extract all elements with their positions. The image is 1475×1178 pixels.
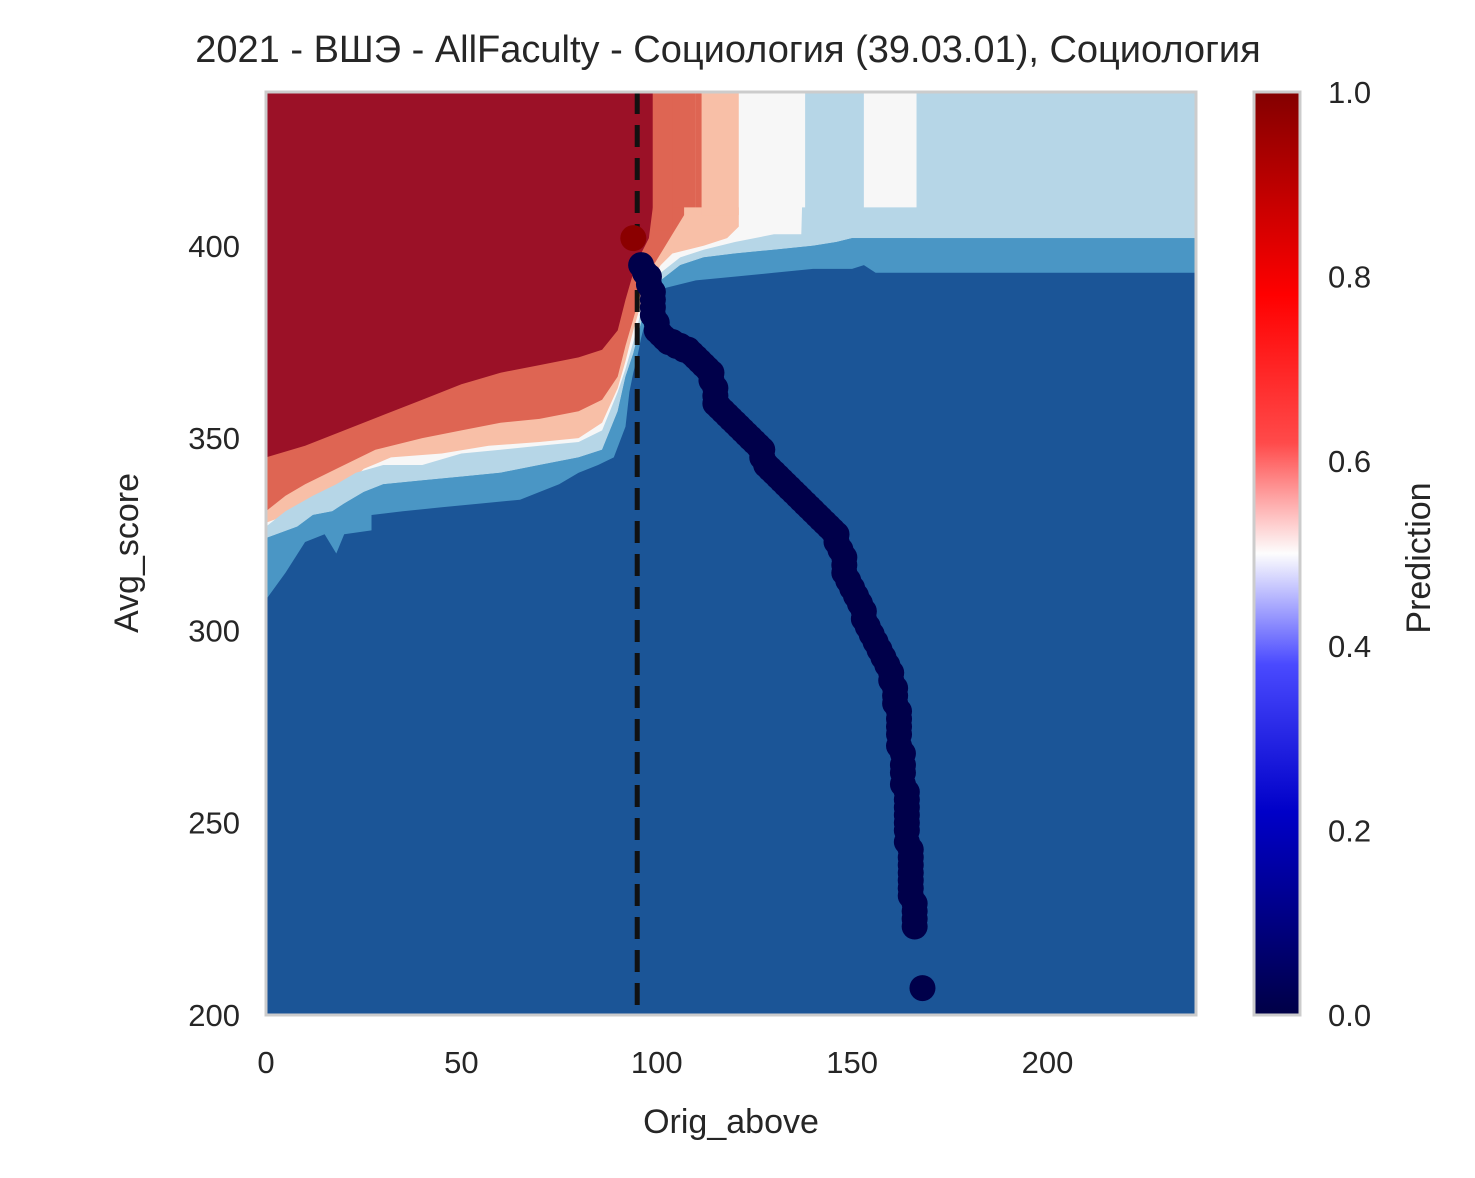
plot-area bbox=[266, 92, 1196, 1015]
data-point-negative bbox=[901, 913, 928, 940]
stripe-region bbox=[916, 92, 1196, 239]
colorbar-tick-label: 1.0 bbox=[1328, 75, 1371, 110]
y-tick-label: 350 bbox=[188, 421, 240, 456]
y-tick-label: 300 bbox=[188, 613, 240, 648]
data-point-positive bbox=[620, 225, 647, 252]
region-overlay-p0_40 bbox=[266, 265, 1196, 1015]
y-tick-label: 400 bbox=[188, 229, 240, 264]
stripe-region bbox=[652, 92, 673, 231]
x-tick-label: 150 bbox=[826, 1045, 878, 1080]
x-tick-label: 200 bbox=[1022, 1045, 1074, 1080]
plot-frame bbox=[264, 90, 1198, 1017]
stripe-region bbox=[695, 92, 702, 208]
colorbar: 0.0 0.2 0.4 0.6 0.8 1.0 Prediction bbox=[1252, 75, 1438, 1033]
stripe-region bbox=[863, 92, 917, 208]
x-tick-label: 0 bbox=[257, 1045, 274, 1080]
stripe-region bbox=[805, 92, 864, 208]
contour-regions bbox=[266, 92, 1196, 1015]
x-axis-label: Orig_above bbox=[643, 1103, 819, 1141]
x-tick-label: 100 bbox=[631, 1045, 683, 1080]
y-axis-label: Avg_score bbox=[108, 473, 146, 633]
y-axis-ticks: 200 250 300 350 400 bbox=[188, 229, 240, 1033]
colorbar-ticks: 0.0 0.2 0.4 0.6 0.8 1.0 bbox=[1328, 75, 1371, 1033]
y-tick-label: 250 bbox=[188, 806, 240, 841]
colorbar-label: Prediction bbox=[1400, 482, 1438, 633]
stripe-region bbox=[672, 92, 696, 208]
stripe-region bbox=[738, 92, 806, 208]
y-tick-label: 200 bbox=[188, 998, 240, 1033]
colorbar-tick-label: 0.6 bbox=[1328, 444, 1371, 479]
colorbar-gradient bbox=[1252, 90, 1302, 1017]
chart-title: 2021 - ВШЭ - AllFaculty - Социология (39… bbox=[195, 29, 1260, 71]
colorbar-tick-label: 0.0 bbox=[1328, 998, 1371, 1033]
colorbar-tick-label: 0.8 bbox=[1328, 260, 1371, 295]
stripe-region bbox=[701, 92, 739, 216]
points-layer bbox=[620, 225, 936, 1002]
x-axis-ticks: 0 50 100 150 200 bbox=[257, 1045, 1073, 1080]
x-tick-label: 50 bbox=[444, 1045, 478, 1080]
data-point-negative bbox=[909, 975, 936, 1002]
colorbar-tick-label: 0.2 bbox=[1328, 813, 1371, 848]
colorbar-tick-label: 0.4 bbox=[1328, 629, 1371, 664]
